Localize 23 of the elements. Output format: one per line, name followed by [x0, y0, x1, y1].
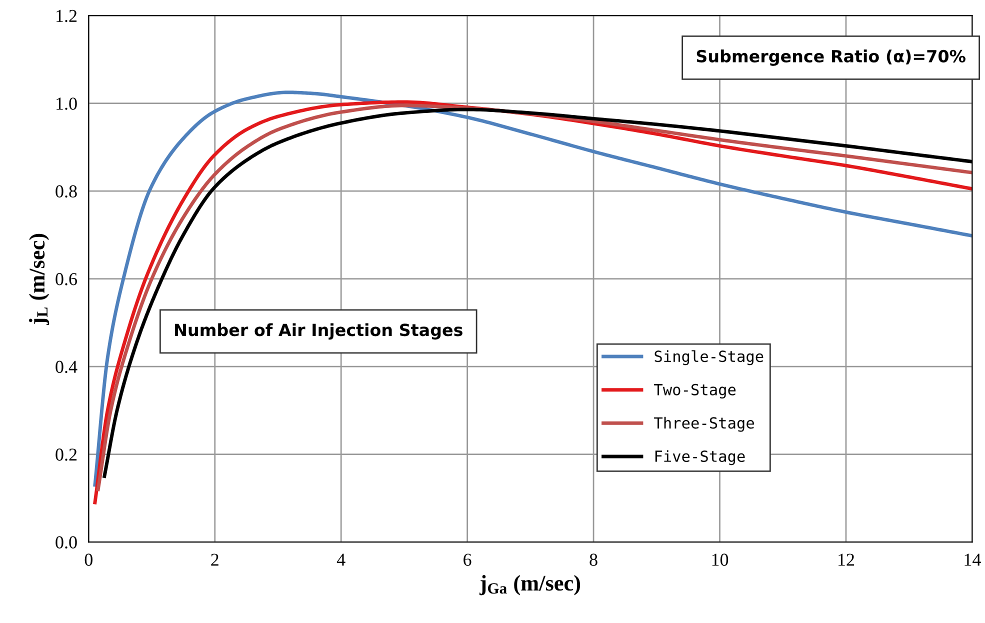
legend-label: Single-Stage — [654, 350, 764, 366]
x-tick-label: 2 — [211, 554, 218, 566]
y-axis-title: j$_{L}$ (m/sec) — [28, 234, 50, 325]
y-tick-label: 0.6 — [56, 273, 77, 286]
x-tick-label: 4 — [336, 554, 346, 566]
legend-label: Two-Stage — [654, 384, 736, 398]
x-tick-label: 12 — [838, 554, 854, 566]
x-tick-label: 6 — [464, 554, 472, 566]
x-tick-label: 10 — [712, 554, 728, 566]
legend-label: Three-Stage — [654, 416, 754, 432]
y-tick-label: 0.0 — [56, 536, 77, 549]
legend-title: Number of Air Injection Stages — [175, 323, 462, 340]
y-tick-label: 0.8 — [56, 185, 77, 198]
y-tick-label: 0.2 — [56, 448, 77, 461]
x-tick-label: 8 — [590, 554, 598, 566]
y-tick-label: 1.2 — [56, 10, 77, 22]
x-tick-label: 0 — [84, 554, 92, 566]
x-tick-label: 14 — [964, 554, 981, 566]
legend-label: Five-Stage — [655, 450, 745, 466]
x-axis-title: j$_{Ga}$ (m/sec) — [479, 575, 580, 596]
y-tick-label: 0.4 — [56, 360, 78, 374]
annotation: Submergence Ratio (α)=70% — [696, 50, 966, 66]
y-tick-label: 1.0 — [56, 98, 77, 110]
